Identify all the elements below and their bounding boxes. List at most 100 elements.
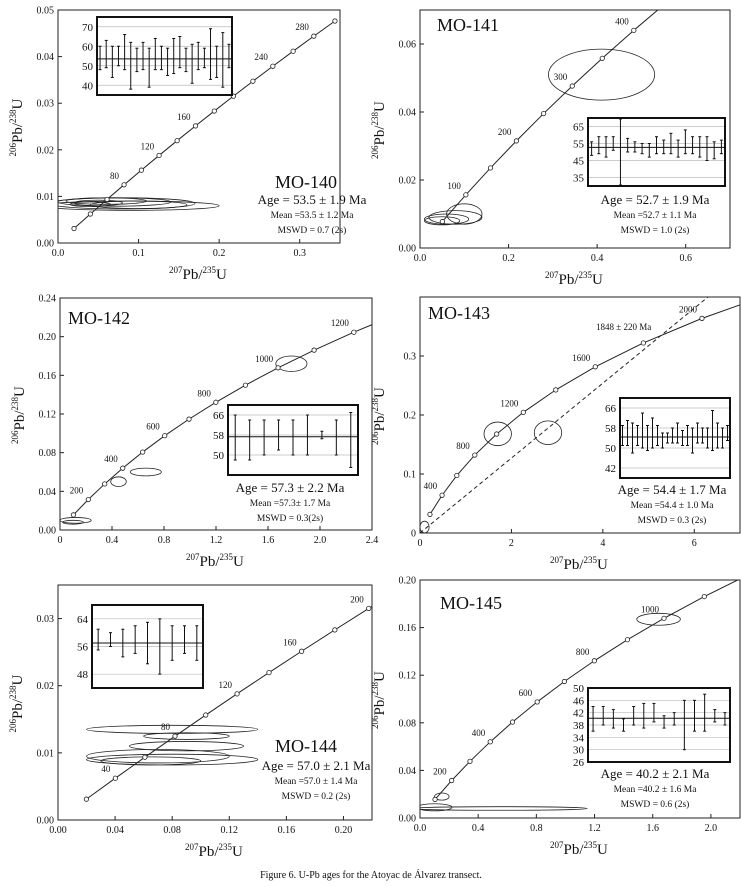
- label-part: 235: [219, 842, 233, 852]
- inset: 66 58 50 42: [605, 397, 731, 479]
- inset: 64 56 48: [77, 604, 204, 689]
- concordia-point: [332, 627, 338, 633]
- y-tick-label: 0.01: [37, 192, 55, 203]
- age-label: 400: [615, 16, 629, 26]
- y-tick-label: 0.02: [37, 145, 55, 156]
- age-label: 400: [472, 728, 486, 738]
- error-bar: [726, 425, 729, 441]
- x-tick-label: 0.04: [106, 825, 124, 836]
- age-label: 200: [498, 127, 512, 137]
- inset-tick-label: 34: [573, 732, 585, 744]
- error-bar: [666, 432, 669, 444]
- error-bar: [172, 37, 176, 75]
- error-bar: [669, 132, 673, 155]
- error-bar: [647, 143, 651, 158]
- error-bar: [116, 45, 120, 67]
- error-ellipse: [428, 210, 483, 225]
- concordia-point: [250, 78, 256, 84]
- concordia-point: [467, 758, 473, 764]
- panel: 0.0 0.1 0.2 0.30.000.010.020.030.040.05207P…: [8, 6, 367, 284]
- concordia-point: [140, 449, 146, 455]
- concordia-point: [162, 433, 168, 439]
- x-tick-label: 0.4: [106, 535, 119, 546]
- concordia-point: [70, 512, 77, 518]
- concordia-point: [592, 364, 598, 370]
- inset-tick-label: 55: [573, 139, 585, 151]
- error-bar: [698, 136, 702, 158]
- label-part: U: [372, 671, 388, 682]
- label-part: Pb/: [10, 698, 26, 719]
- label-part: Pb/: [564, 842, 585, 858]
- panel: 0.00 0.04 0.08 0.12 0.16 0.20 0.00 0.01 0.02 0.03…: [8, 584, 373, 860]
- plot-frame: [419, 579, 741, 819]
- y-tick-label: 0.08: [399, 718, 417, 729]
- concordia-point: [121, 182, 127, 188]
- concordia-point: [104, 196, 110, 203]
- label-part: 207: [545, 270, 559, 280]
- y-tick-label: 0.01: [37, 748, 55, 759]
- age-label: 120: [141, 141, 155, 151]
- y-tick-label: 0.1: [404, 470, 417, 481]
- concordia-point: [701, 593, 707, 600]
- concordia-point: [569, 83, 575, 89]
- concordia-point: [472, 452, 478, 458]
- label-part: U: [372, 101, 388, 112]
- error-bar: [591, 706, 595, 732]
- concordia-point: [520, 409, 526, 415]
- age-label: 200: [70, 486, 84, 496]
- error-bar: [277, 419, 281, 451]
- y-tick-label: 0.02: [399, 176, 417, 187]
- label-part: 207: [550, 555, 564, 565]
- inset-tick-label: 50: [605, 443, 617, 455]
- sample-title: MO-145: [440, 593, 502, 613]
- label-part: U: [10, 674, 26, 685]
- label-part: 235: [584, 840, 598, 850]
- y-tick-label: 0: [411, 529, 416, 540]
- error-bar: [305, 414, 309, 456]
- error-bar: [597, 136, 601, 155]
- plot-frame: [57, 9, 341, 244]
- x-tick-label: 0.00: [49, 825, 67, 836]
- inset-tick-label: 65: [573, 122, 585, 134]
- label-part: 207: [169, 265, 183, 275]
- inset: 70 60 50 40: [82, 16, 233, 96]
- concordia-point: [561, 678, 567, 685]
- error-bar: [215, 45, 219, 78]
- inset-tick-label: 50: [82, 61, 94, 73]
- concordia-point: [87, 211, 93, 217]
- label-part: 207: [186, 552, 200, 562]
- plot-area: 400 800 1200 1600 2000: [420, 297, 740, 533]
- error-ellipse: [110, 476, 127, 487]
- inset-tick-label: 70: [82, 22, 94, 34]
- concordia-point: [449, 777, 455, 784]
- label-part: 235: [203, 265, 217, 275]
- error-ellipse: [69, 201, 111, 208]
- label-part: 207: [550, 840, 564, 850]
- age-label: 800: [456, 441, 470, 451]
- age-label: 800: [576, 647, 590, 657]
- x-tick-label: 1.2: [210, 535, 223, 546]
- error-bar: [671, 427, 674, 444]
- concordia-point: [211, 108, 217, 114]
- concordia-point: [192, 123, 199, 129]
- x-tick-label: 0.8: [530, 823, 543, 834]
- age-label: 1600: [572, 353, 591, 363]
- x-axis-label: 207Pb/235U: [550, 555, 608, 573]
- concordia-point: [534, 699, 540, 705]
- concordia-point: [142, 754, 148, 760]
- age-text: Age = 57.3 ± 2.2 Ma: [236, 480, 345, 495]
- y-tick-label: 0.00: [399, 244, 417, 255]
- inset-tick-label: 45: [573, 156, 585, 168]
- caption: Figure 6. U-Pb ages for the Atoyac de Ál…: [260, 869, 482, 881]
- concordia-point: [120, 465, 126, 471]
- label-part: U: [216, 267, 227, 283]
- concordia-point: [172, 733, 178, 739]
- inset-tick-label: 64: [77, 614, 89, 626]
- label-part: Pb/: [12, 410, 28, 431]
- mean-text: Mean =40.2 ± 1.6 Ma: [614, 785, 698, 795]
- x-tick-label: 2.4: [366, 535, 379, 546]
- label-part: 206: [10, 430, 20, 444]
- inset-frame: [227, 404, 359, 476]
- error-bar: [98, 45, 102, 71]
